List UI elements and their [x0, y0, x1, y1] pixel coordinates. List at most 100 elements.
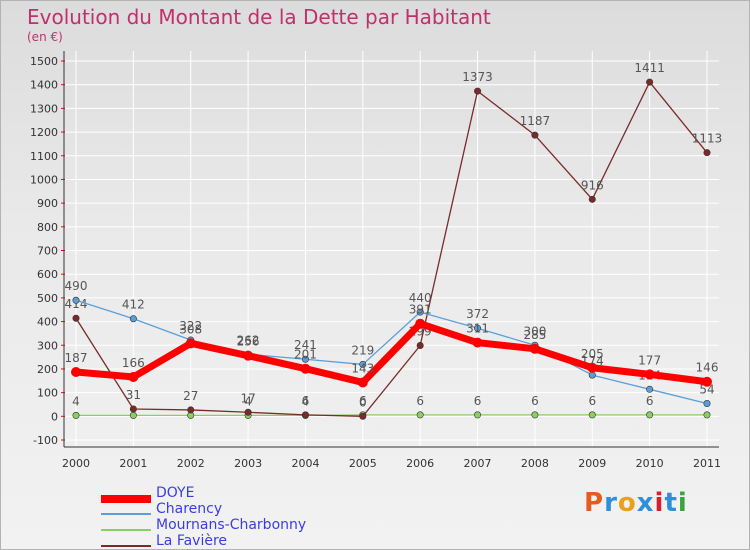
x-tick-label: 2000	[62, 457, 90, 470]
series-line-la-faviere	[75, 81, 708, 417]
y-tick-label: 600	[37, 268, 58, 281]
y-tick-label: 0	[51, 410, 58, 423]
data-label-doye: 285	[523, 328, 546, 342]
data-point-charency	[416, 308, 424, 316]
y-tick-label: 1500	[30, 55, 58, 68]
data-point-mournans-charbonny	[129, 411, 137, 419]
logo-letter: i	[654, 488, 665, 518]
data-label-mournans-charbonny: 6	[646, 394, 654, 408]
x-tick-label: 2002	[177, 457, 205, 470]
legend-label-charency: Charency	[156, 501, 223, 517]
data-point-charency	[646, 385, 654, 393]
data-point-charency	[129, 315, 137, 323]
series-line-doye	[72, 320, 711, 386]
logo-letter: o	[617, 488, 637, 518]
y-tick-label: 1300	[30, 102, 58, 115]
data-label-mournans-charbonny: 6	[359, 394, 367, 408]
data-label-la-faviere: 414	[65, 297, 88, 311]
data-point-la-faviere	[72, 314, 80, 322]
data-label-charency: 490	[65, 279, 88, 293]
data-point-doye	[587, 362, 598, 373]
data-point-mournans-charbonny	[474, 411, 482, 419]
data-label-mournans-charbonny: 4	[302, 394, 310, 408]
x-tick-label: 2006	[406, 457, 434, 470]
y-tick-label: 500	[37, 292, 58, 305]
x-tick-label: 2011	[693, 457, 721, 470]
data-label-la-faviere: 1187	[520, 114, 551, 128]
data-point-la-faviere	[531, 131, 539, 139]
data-point-doye	[415, 318, 426, 329]
data-point-doye	[185, 338, 196, 349]
data-label-doye: 146	[696, 361, 719, 375]
data-label-doye: 187	[65, 351, 88, 365]
data-label-charency: 219	[351, 343, 374, 357]
y-tick-label: 1200	[30, 126, 58, 139]
data-point-la-faviere	[359, 412, 367, 420]
data-point-doye	[71, 367, 81, 378]
legend-label-mournans-charbonny: Mournans-Charbonny	[156, 517, 307, 533]
data-label-charency: 54	[699, 383, 714, 397]
logo-letter: i	[677, 488, 688, 518]
data-point-doye	[472, 337, 483, 348]
data-point-doye	[300, 363, 311, 374]
data-point-charency	[72, 296, 80, 304]
data-label-mournans-charbonny: 4	[72, 394, 80, 408]
data-label-doye: 177	[638, 353, 661, 367]
data-point-la-faviere	[588, 195, 596, 203]
legend-swatch-la-faviere	[101, 545, 151, 547]
data-label-la-faviere: 1113	[692, 132, 723, 146]
data-label-la-faviere: 27	[183, 389, 198, 403]
data-point-la-faviere	[129, 405, 137, 413]
data-label-mournans-charbonny: 6	[416, 394, 424, 408]
data-label-charency: 241	[294, 338, 317, 352]
data-label-la-faviere: 0	[359, 395, 367, 409]
y-tick-label: 400	[37, 316, 58, 329]
logo-letter: t	[664, 488, 678, 518]
data-label-mournans-charbonny: 6	[474, 394, 482, 408]
data-label-la-faviere: 916	[581, 178, 604, 192]
data-label-doye: 391	[409, 303, 432, 317]
data-label-doye: 166	[122, 356, 145, 370]
data-point-la-faviere	[474, 87, 482, 95]
data-label-charency: 440	[409, 291, 432, 305]
data-label-doye: 308	[179, 322, 202, 336]
data-label-la-faviere: 1373	[462, 70, 493, 84]
data-label-charency: 372	[466, 307, 489, 321]
data-point-la-faviere	[703, 149, 711, 157]
data-point-charency	[301, 355, 309, 363]
logo-letter: x	[636, 488, 655, 518]
data-point-mournans-charbonny	[416, 411, 424, 419]
y-tick-label: 100	[37, 387, 58, 400]
proxiti-logo: Proxiti	[584, 488, 688, 518]
y-tick-label: 300	[37, 339, 58, 352]
data-label-mournans-charbonny: 6	[588, 394, 596, 408]
data-point-la-faviere	[244, 408, 252, 416]
data-label-charency: 262	[237, 333, 260, 347]
data-label-charency: 300	[523, 324, 546, 338]
data-label-la-faviere: 6	[302, 394, 310, 408]
data-label-doye: 256	[237, 335, 260, 349]
data-point-mournans-charbonny	[588, 411, 596, 419]
data-label-la-faviere: 17	[240, 391, 255, 405]
data-point-doye	[529, 343, 540, 354]
legend-swatch-mournans-charbonny	[101, 529, 151, 531]
legend-swatch-doye	[101, 495, 151, 503]
data-point-mournans-charbonny	[703, 411, 711, 419]
data-point-doye	[702, 376, 712, 387]
data-point-charency	[588, 371, 596, 379]
data-label-doye: 205	[581, 347, 604, 361]
legend-label-doye: DOYE	[156, 485, 195, 501]
y-tick-label: 800	[37, 221, 58, 234]
y-tick-label: -100	[33, 434, 58, 447]
x-tick-label: 2008	[521, 457, 549, 470]
legend-label-la-faviere: La Favière	[156, 533, 228, 549]
data-point-doye	[357, 377, 368, 388]
data-point-mournans-charbonny	[646, 411, 654, 419]
data-label-charency: 322	[179, 319, 202, 333]
y-tick-label: 700	[37, 245, 58, 258]
data-point-doye	[644, 369, 655, 380]
data-point-charency	[703, 400, 711, 408]
x-tick-label: 2001	[119, 457, 147, 470]
y-tick-label: 1000	[30, 173, 58, 186]
